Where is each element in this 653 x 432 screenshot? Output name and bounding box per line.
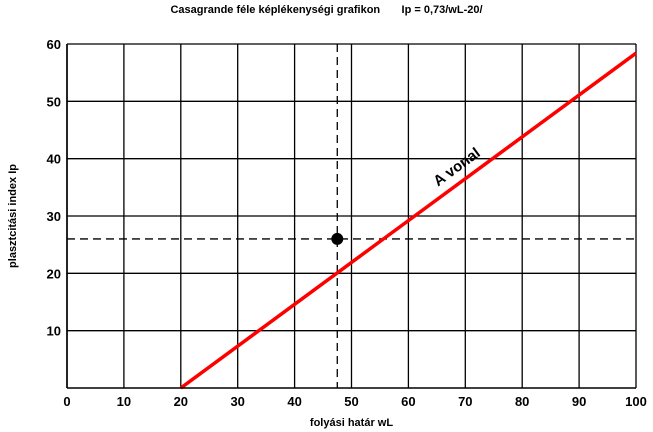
y-tick-label: 30 [47, 209, 61, 224]
y-tick-label: 40 [47, 152, 61, 167]
x-tick-label: 60 [401, 394, 415, 409]
x-tick-label: 20 [174, 394, 188, 409]
y-tick-label: 20 [47, 266, 61, 281]
x-tick-label: 80 [515, 394, 529, 409]
x-tick-label: 50 [344, 394, 358, 409]
x-tick-label: 10 [117, 394, 131, 409]
x-tick-label: 30 [230, 394, 244, 409]
y-tick-label: 50 [47, 94, 61, 109]
x-tick-label: 70 [458, 394, 472, 409]
x-axis-label: folyási határ wL [310, 417, 393, 429]
x-tick-label: 100 [625, 394, 647, 409]
y-axis-label: plasztcitási index Ip [7, 164, 19, 268]
a-line-series [179, 51, 638, 390]
y-tick-label: 10 [47, 324, 61, 339]
data-point [331, 232, 344, 245]
chart-title: Casagrande féle képlékenységi grafikon I… [170, 4, 483, 16]
y-tick-label: 60 [47, 37, 61, 52]
x-tick-label: 90 [572, 394, 586, 409]
x-tick-label: 40 [287, 394, 301, 409]
x-tick-label: 0 [63, 394, 70, 409]
